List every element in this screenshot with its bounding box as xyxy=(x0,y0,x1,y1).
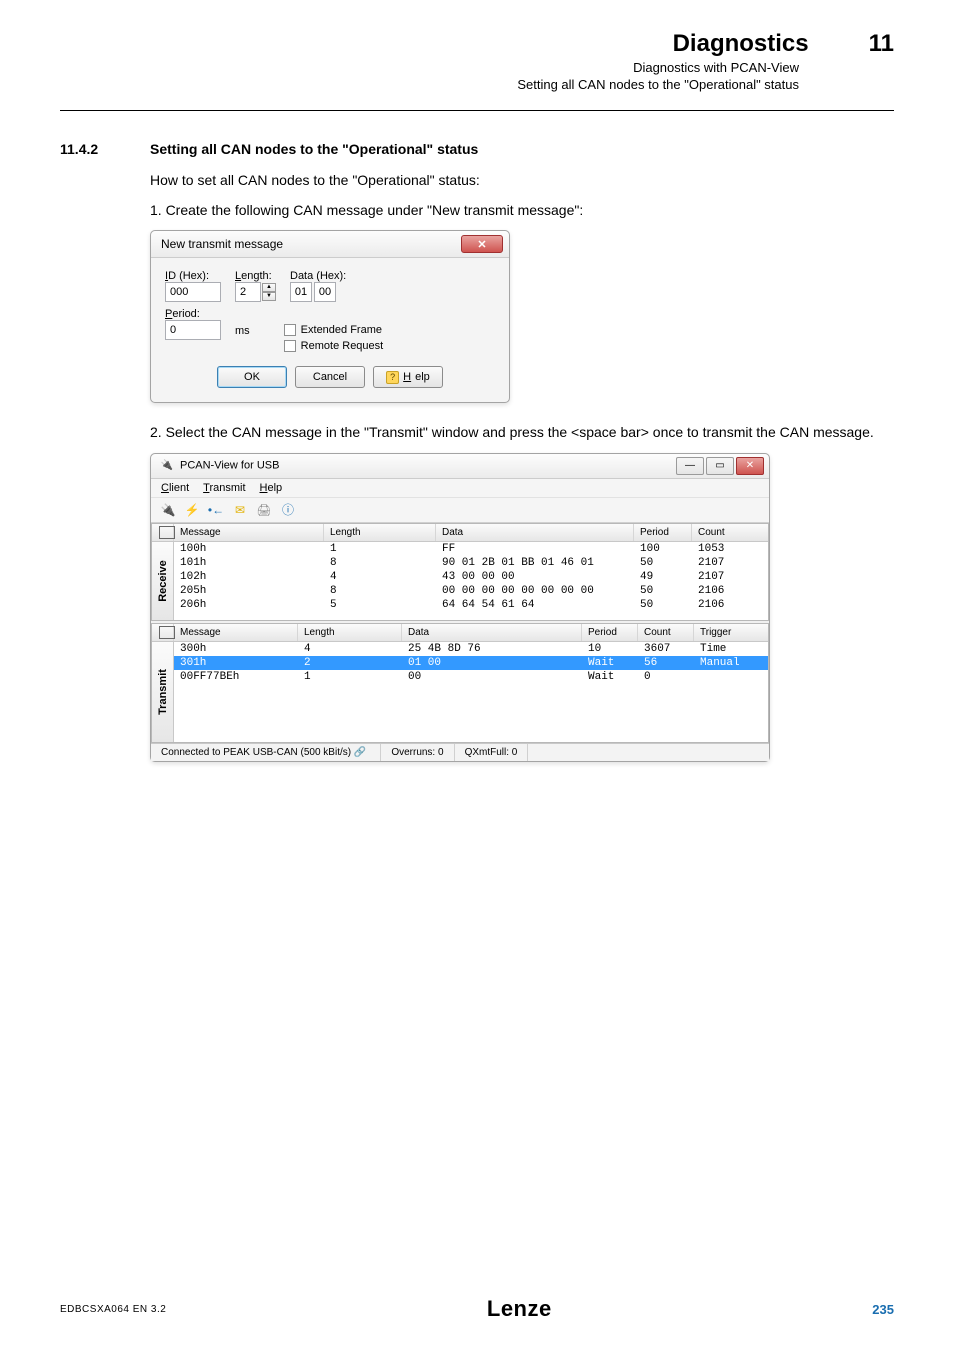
col-data[interactable]: Data xyxy=(436,524,634,541)
page-number: 235 xyxy=(872,1302,894,1317)
page-footer: EDBCSXA064 EN 3.2 Lenze 235 xyxy=(0,1296,954,1322)
tb-about-icon[interactable]: ⓘ xyxy=(279,501,297,519)
pcan-title: PCAN-View for USB xyxy=(180,459,279,471)
table-row[interactable]: 301h201 00Wait56Manual xyxy=(174,656,768,670)
id-hex-field[interactable] xyxy=(165,282,221,302)
grid-select-icon[interactable] xyxy=(159,526,175,539)
content-area: 11.4.2 Setting all CAN nodes to the "Ope… xyxy=(0,141,954,762)
link-icon: 🔗 xyxy=(354,747,366,758)
length-field[interactable] xyxy=(235,282,261,302)
col-trigger[interactable]: Trigger xyxy=(694,624,768,641)
table-row[interactable]: 00FF77BEh100Wait0 xyxy=(174,670,768,684)
extended-frame-label: Extended Frame xyxy=(301,324,382,336)
table-row[interactable]: 300h425 4B 8D 76103607Time xyxy=(174,642,768,656)
data-byte-0[interactable] xyxy=(290,282,312,302)
help-icon: ? xyxy=(386,371,399,384)
dialog-frame: New transmit message ✕ ID (Hex): Length:… xyxy=(150,230,510,403)
doc-id: EDBCSXA064 EN 3.2 xyxy=(60,1304,166,1315)
header-sub1: Diagnostics with PCAN-View xyxy=(60,60,894,75)
tb-new-icon[interactable]: ✉ xyxy=(231,501,249,519)
col-count[interactable]: Count xyxy=(638,624,694,641)
chapter-number: 11 xyxy=(869,30,894,58)
table-row[interactable]: 101h890 01 2B 01 BB 01 46 01502107 xyxy=(174,556,768,570)
spin-up-icon[interactable]: ▲ xyxy=(262,283,276,292)
data-hex-cells xyxy=(290,282,346,302)
ms-label: ms xyxy=(235,322,250,337)
menu-client[interactable]: Client xyxy=(161,482,189,494)
tb-reset-icon[interactable]: ⚡ xyxy=(183,501,201,519)
menu-help[interactable]: Help xyxy=(260,482,283,494)
col-period[interactable]: Period xyxy=(582,624,638,641)
length-spinner[interactable]: ▲▼ xyxy=(262,283,276,301)
close-icon[interactable]: ✕ xyxy=(736,457,764,475)
receive-tab[interactable]: Receive xyxy=(152,542,174,620)
page-header: Diagnostics 11 Diagnostics with PCAN-Vie… xyxy=(0,0,954,102)
step1-text: 1. Create the following CAN message unde… xyxy=(150,201,894,221)
period-field[interactable] xyxy=(165,320,221,340)
remote-request-checkbox[interactable] xyxy=(284,340,296,352)
intro-text: How to set all CAN nodes to the "Operati… xyxy=(150,171,894,191)
section-title: Setting all CAN nodes to the "Operationa… xyxy=(150,141,478,157)
status-overruns: Overruns: 0 xyxy=(381,744,454,761)
header-sub2: Setting all CAN nodes to the "Operationa… xyxy=(60,77,894,92)
maximize-icon[interactable]: ▭ xyxy=(706,457,734,475)
receive-grid: Message Length Data Period Count Receive… xyxy=(151,523,769,621)
dialog-titlebar: New transmit message ✕ xyxy=(151,231,509,258)
status-qxmt: QXmtFull: 0 xyxy=(455,744,529,761)
table-row[interactable]: 205h800 00 00 00 00 00 00 00502106 xyxy=(174,584,768,598)
help-button[interactable]: ?Help xyxy=(373,366,443,388)
table-row[interactable]: 100h1FF1001053 xyxy=(174,542,768,556)
close-icon[interactable]: ✕ xyxy=(461,235,503,253)
col-length[interactable]: Length xyxy=(324,524,436,541)
col-message[interactable]: Message xyxy=(174,524,324,541)
pcan-view-shot: 🔌 PCAN-View for USB — ▭ ✕ Client Transmit… xyxy=(150,453,894,762)
status-conn: Connected to PEAK USB-CAN (500 kBit/s) xyxy=(161,747,351,758)
spin-down-icon[interactable]: ▼ xyxy=(262,292,276,301)
pcan-titlebar: 🔌 PCAN-View for USB — ▭ ✕ xyxy=(151,454,769,479)
ok-button[interactable]: OK xyxy=(217,366,287,388)
menubar: Client Transmit Help xyxy=(151,479,769,498)
col-message[interactable]: Message xyxy=(174,624,298,641)
grid-select-icon[interactable] xyxy=(159,626,175,639)
col-count[interactable]: Count xyxy=(692,524,768,541)
col-length[interactable]: Length xyxy=(298,624,402,641)
section-number: 11.4.2 xyxy=(60,141,120,157)
transmit-grid: Message Length Data Period Count Trigger… xyxy=(151,623,769,743)
dialog-title: New transmit message xyxy=(161,237,283,251)
header-divider xyxy=(60,110,894,111)
tb-filter-icon[interactable]: •← xyxy=(207,501,225,519)
app-icon: 🔌 xyxy=(159,458,175,474)
remote-request-label: Remote Request xyxy=(301,340,384,352)
extended-frame-checkbox[interactable] xyxy=(284,324,296,336)
col-period[interactable]: Period xyxy=(634,524,692,541)
col-data[interactable]: Data xyxy=(402,624,582,641)
tb-connect-icon[interactable]: 🔌 xyxy=(159,501,177,519)
menu-transmit[interactable]: Transmit xyxy=(203,482,245,494)
data-hex-label: Data (Hex): xyxy=(290,270,346,282)
step2-text: 2. Select the CAN message in the "Transm… xyxy=(150,423,894,443)
table-row[interactable]: 102h443 00 00 00492107 xyxy=(174,570,768,584)
table-row[interactable]: 206h564 64 54 61 64502106 xyxy=(174,598,768,612)
tb-info-icon[interactable]: 🖨 xyxy=(255,501,273,519)
header-title: Diagnostics xyxy=(673,30,809,58)
transmit-tab[interactable]: Transmit xyxy=(152,642,174,742)
minimize-icon[interactable]: — xyxy=(676,457,704,475)
new-transmit-dialog-shot: New transmit message ✕ ID (Hex): Length:… xyxy=(150,230,894,403)
pcan-frame: 🔌 PCAN-View for USB — ▭ ✕ Client Transmit… xyxy=(150,453,770,762)
toolbar: 🔌 ⚡ •← ✉ 🖨 ⓘ xyxy=(151,498,769,523)
brand-logo: Lenze xyxy=(487,1296,552,1322)
cancel-button[interactable]: Cancel xyxy=(295,366,365,388)
statusbar: Connected to PEAK USB-CAN (500 kBit/s) 🔗… xyxy=(151,743,769,761)
data-byte-1[interactable] xyxy=(314,282,336,302)
